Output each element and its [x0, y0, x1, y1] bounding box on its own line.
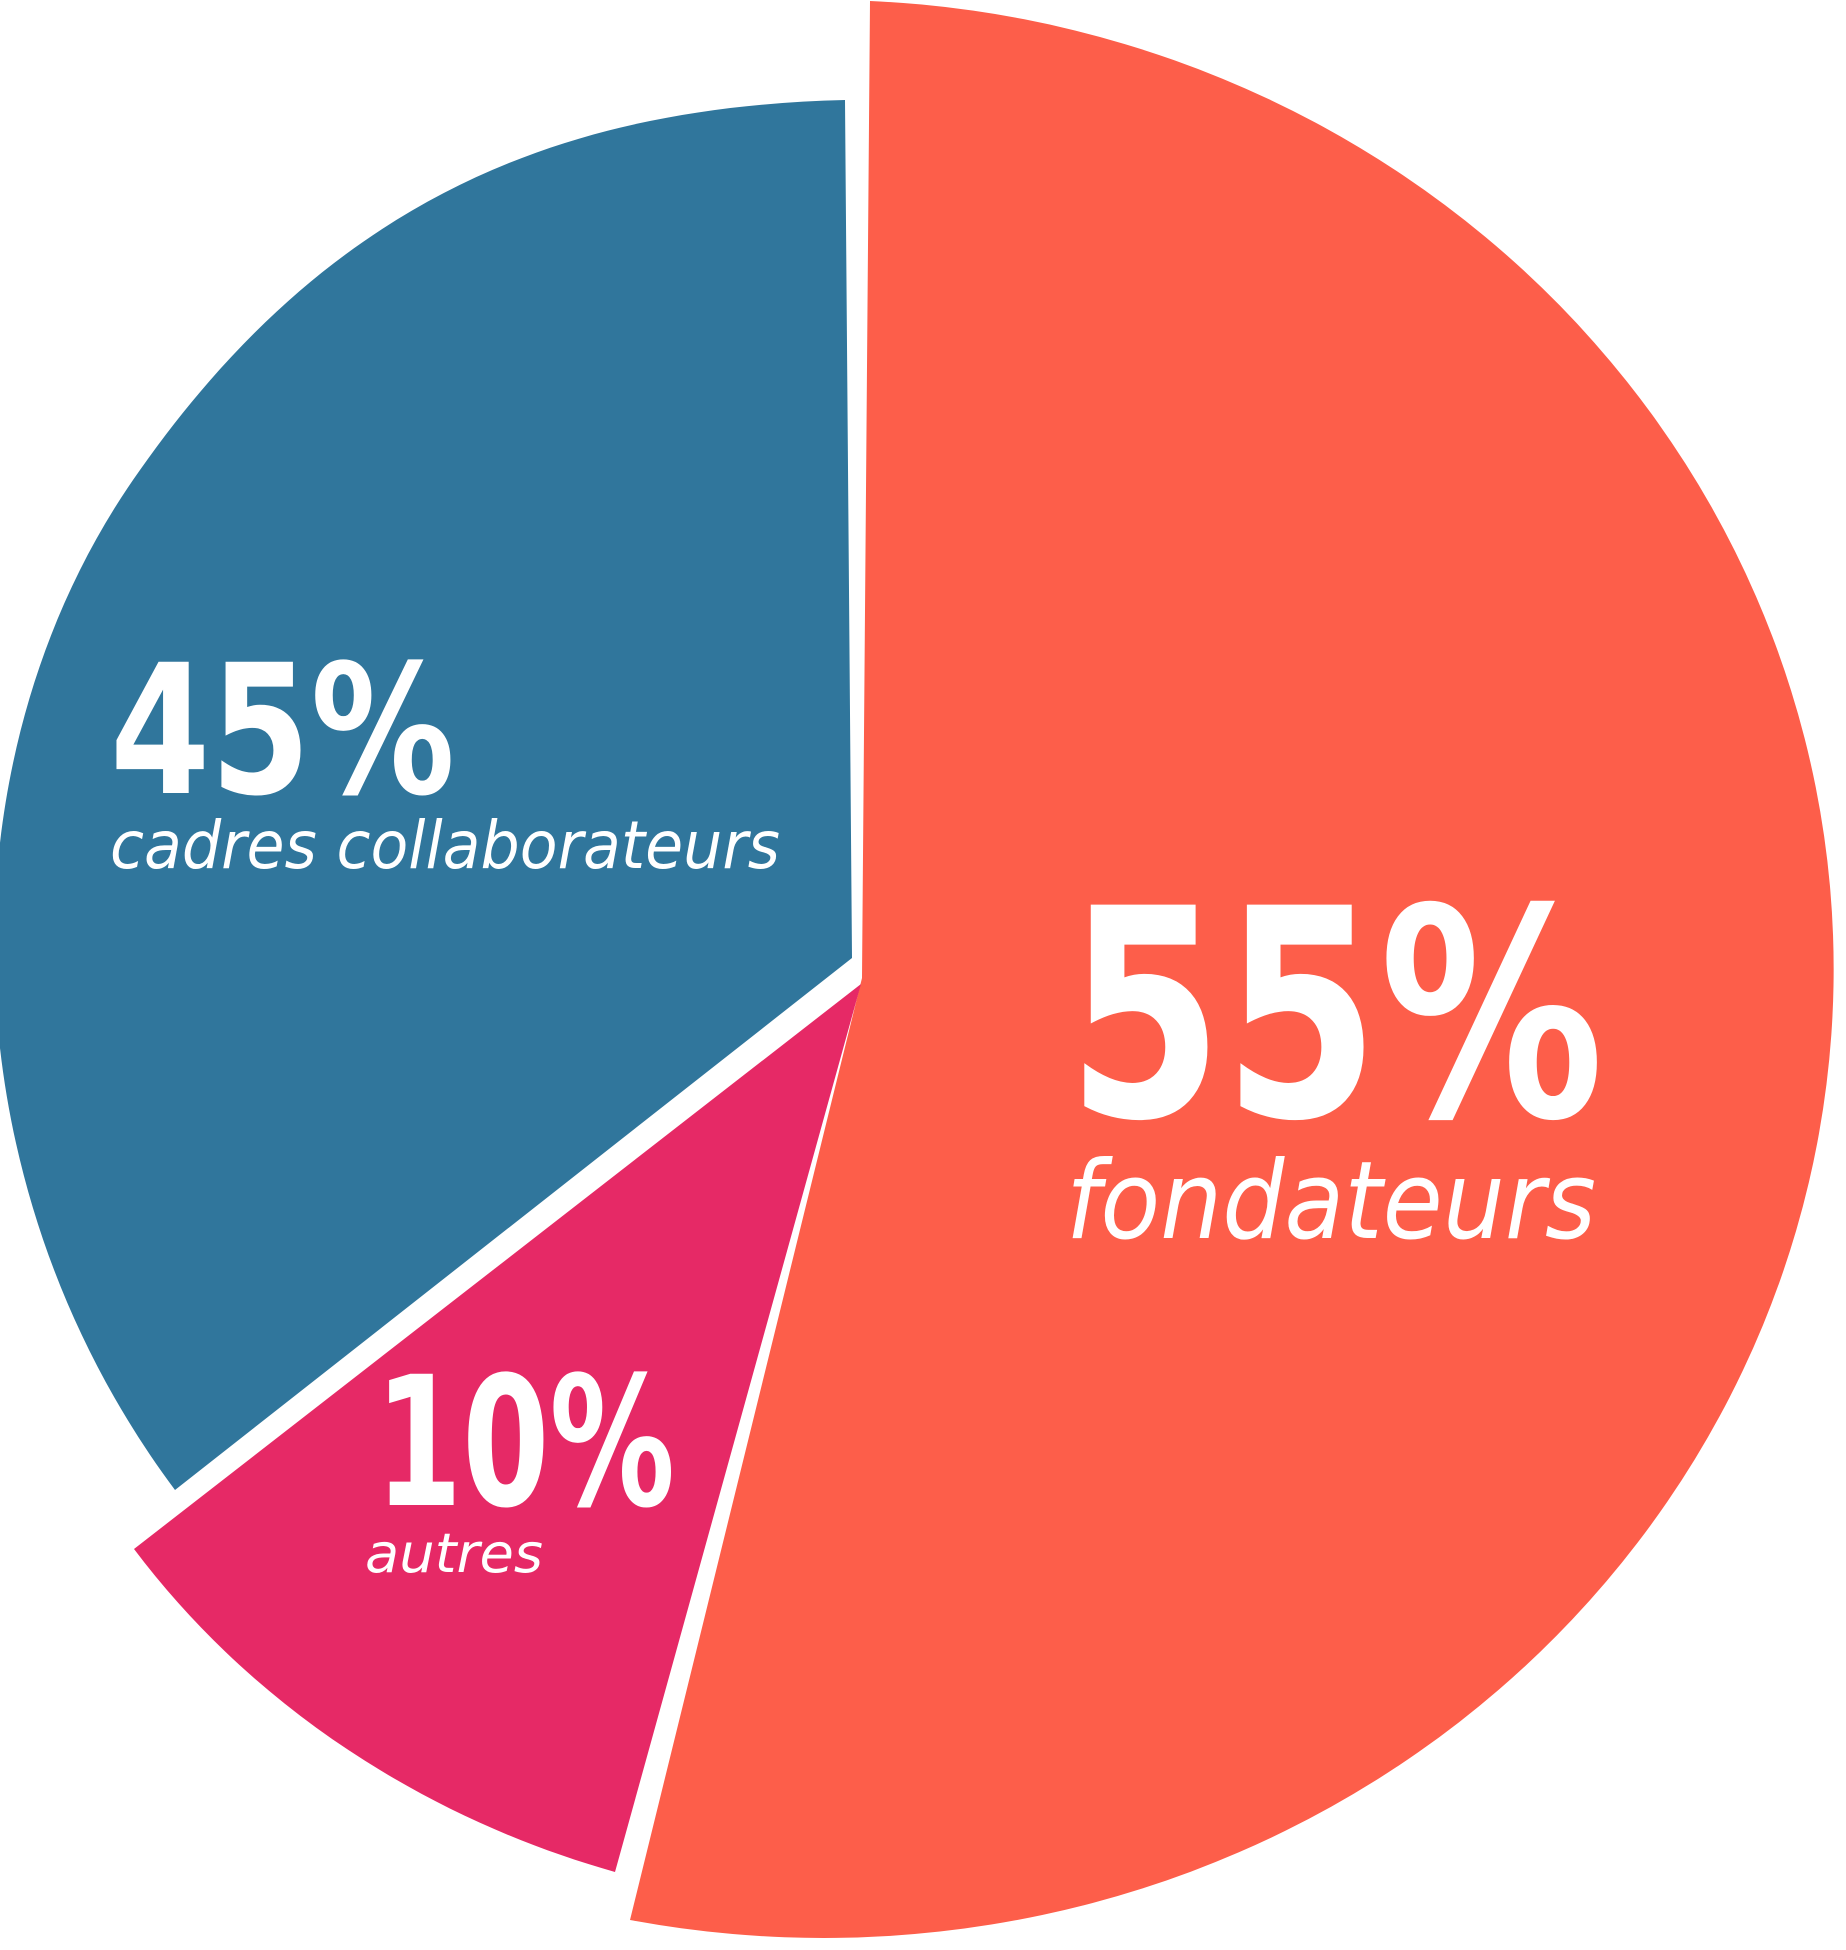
slice-category-label-fondateurs: fondateurs — [1066, 1139, 1596, 1264]
pie-slice-autres — [134, 984, 861, 1872]
slice-value-label-cadres-collaborateurs: 45% — [110, 627, 455, 836]
slice-value-label-fondateurs: 55% — [1067, 848, 1604, 1185]
slice-category-label-autres: autres — [365, 1522, 543, 1585]
slice-value-label-autres: 10% — [375, 1339, 675, 1548]
pie-slice-cadres-collaborateurs — [0, 100, 852, 1490]
slice-category-label-cadres-collaborateurs: cadres collaborateurs — [110, 807, 780, 884]
pie-slice-fondateurs — [630, 1, 1834, 1938]
